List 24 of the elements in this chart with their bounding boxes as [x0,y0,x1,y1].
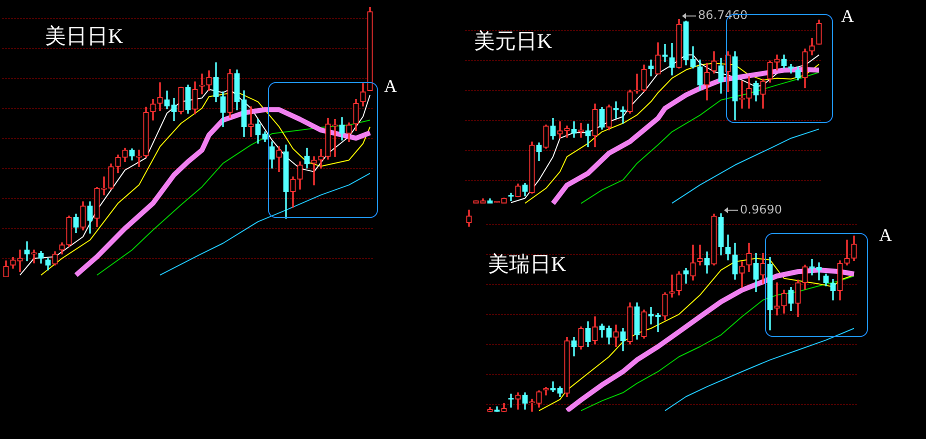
candlestick [157,82,163,112]
candlestick [816,262,822,280]
text: A [384,76,397,97]
candlestick [669,274,675,298]
candlestick [774,54,780,70]
text: 美瑞日K [488,251,566,278]
candlestick [648,307,654,324]
candlestick [557,121,563,139]
candlestick [332,118,338,157]
candlestick [248,106,254,137]
candlestick [788,64,794,74]
candlestick [809,259,815,276]
candlestick [564,126,570,138]
candlestick [774,282,780,316]
candlestick [844,240,850,266]
candlestick [697,244,703,266]
candlestick [648,60,654,76]
candlestick [634,74,640,94]
candlestick [17,250,23,272]
text: A [879,225,892,246]
text: 美日日K [45,23,124,50]
text: A [841,6,854,27]
candlestick [199,74,205,94]
text: 美元日K [474,28,552,55]
